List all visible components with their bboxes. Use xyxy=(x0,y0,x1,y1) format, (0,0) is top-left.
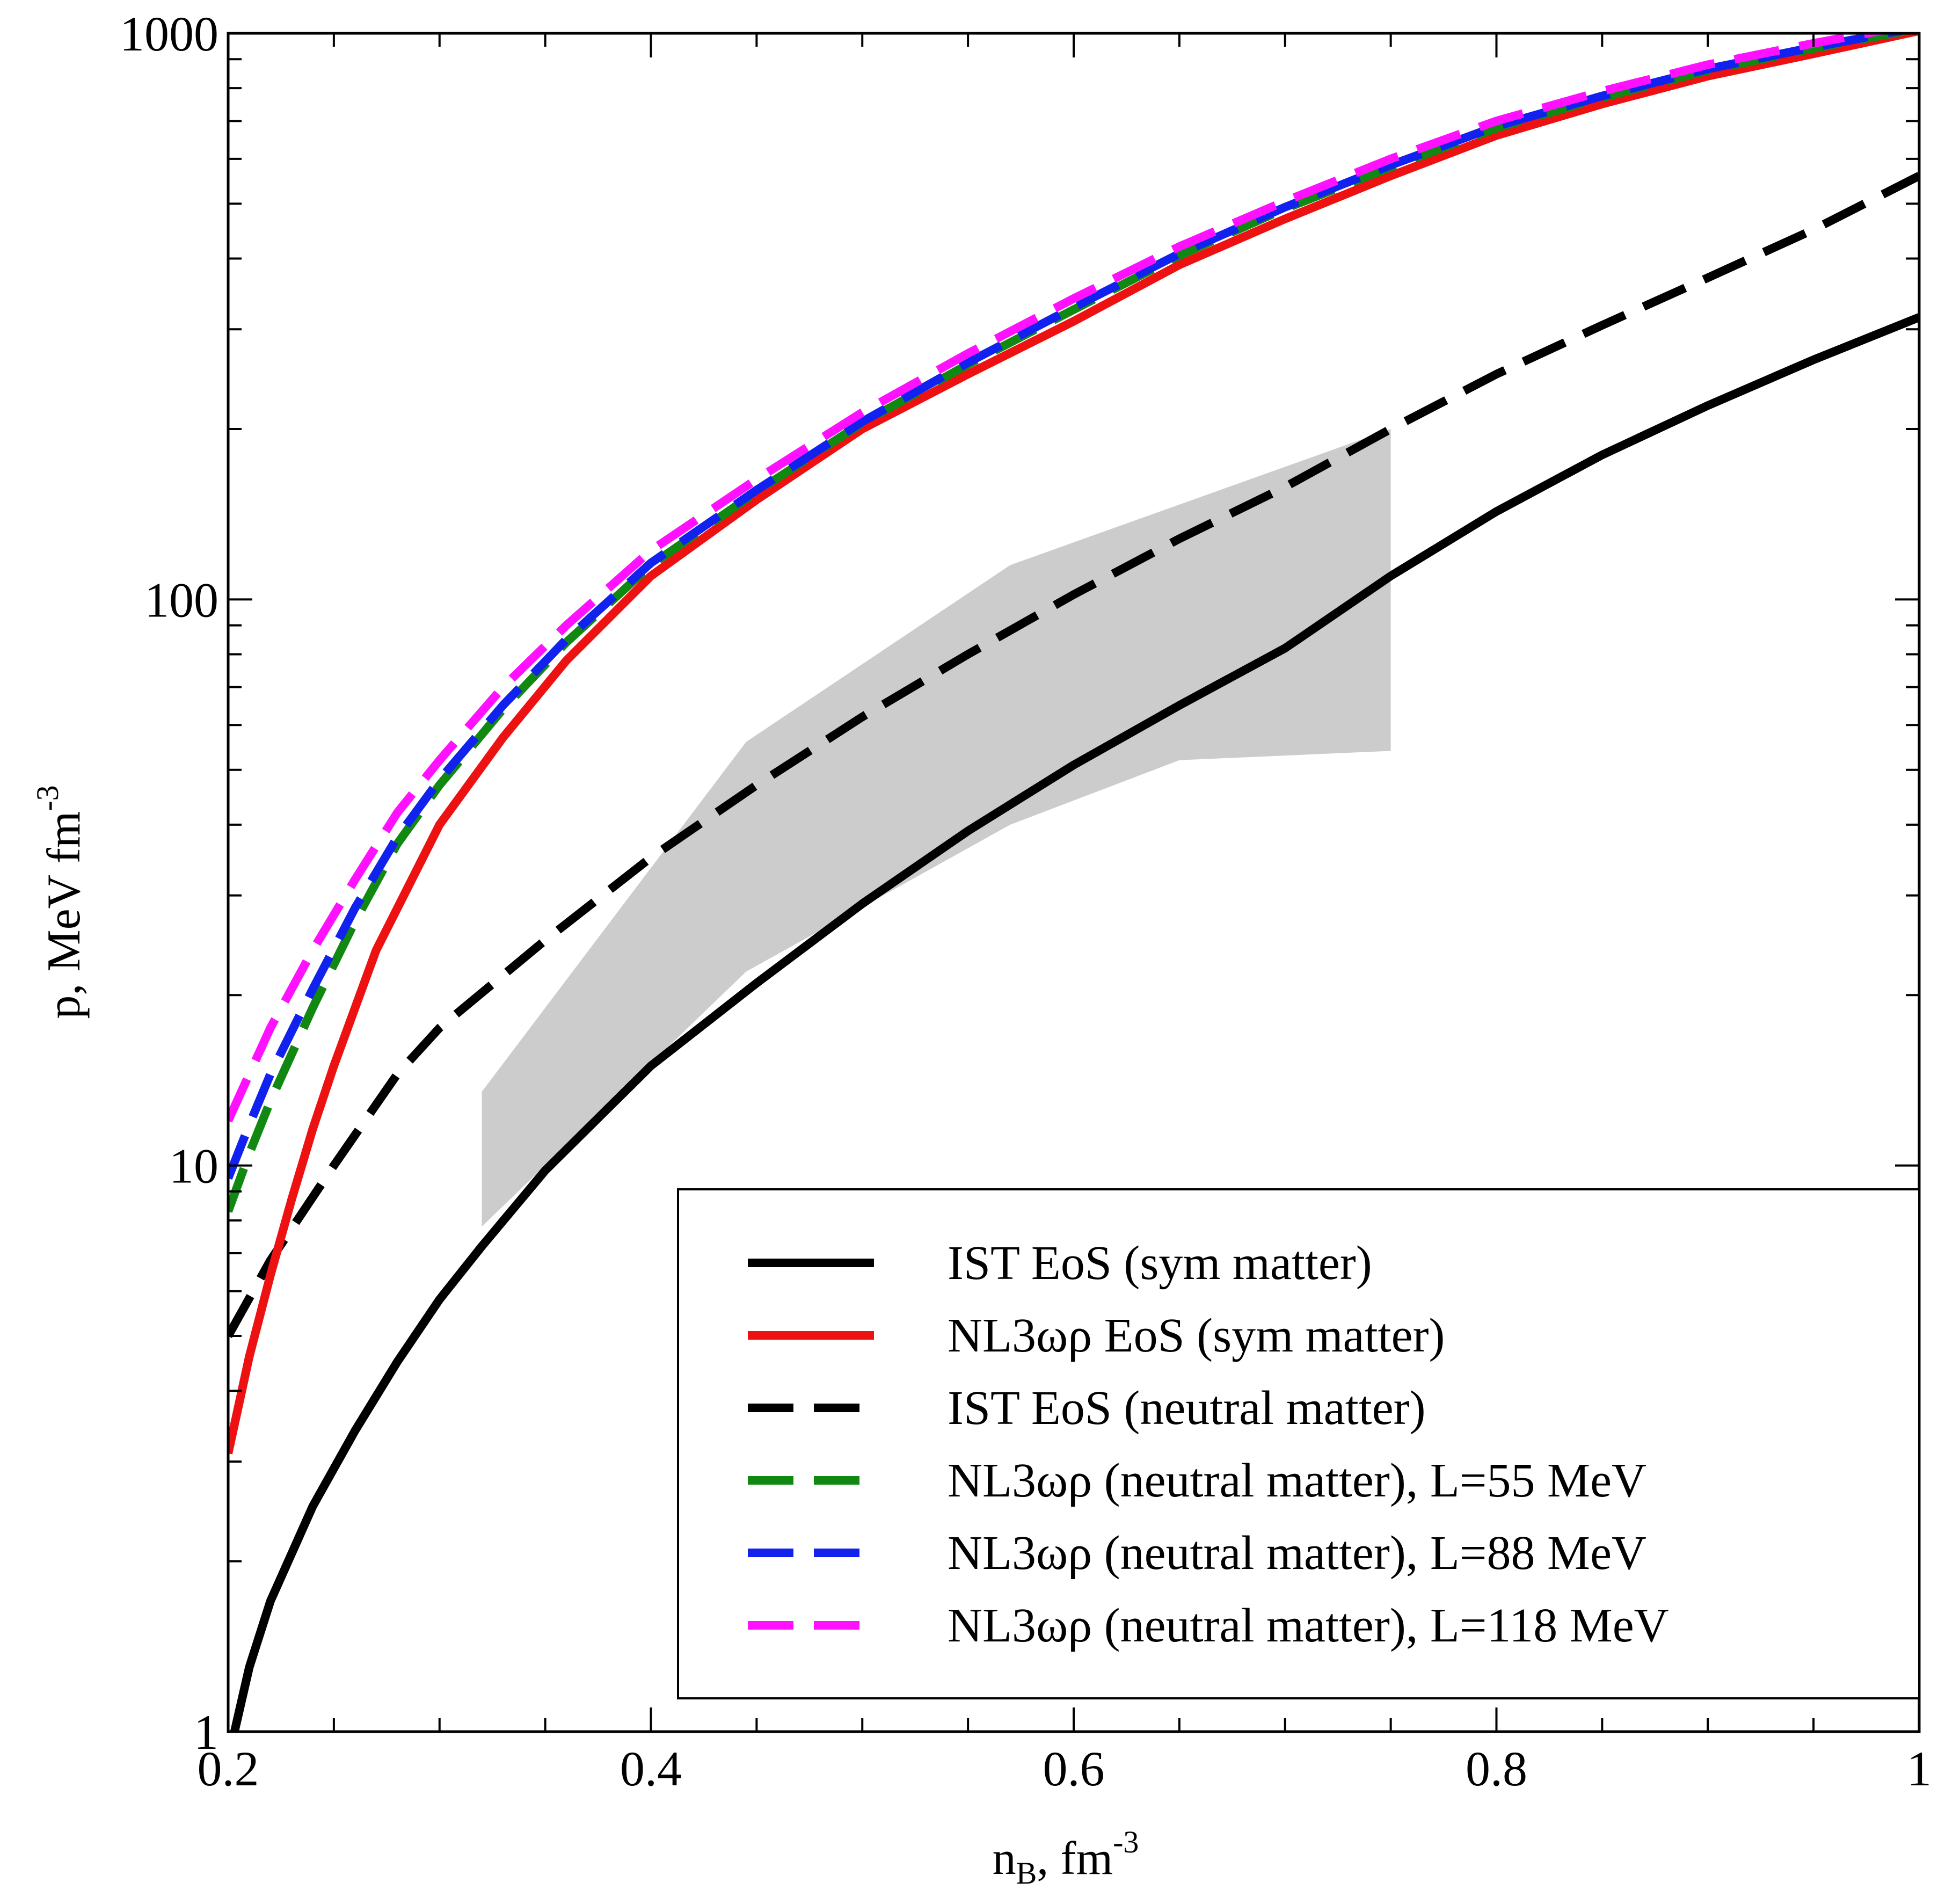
axis-tick-labels: 0.2 0.4 0.6 0.8 1 1 10 100 1000 xyxy=(120,6,1932,1796)
x-tick-label: 1 xyxy=(1907,1741,1932,1796)
axis-ticks xyxy=(227,33,1920,1732)
y-axis-label-sup: -3 xyxy=(30,785,65,811)
legend-label-ist-eos-neutral-matter: IST EoS (neutral matter) xyxy=(948,1382,1426,1435)
x-axis-label-rest: , fm xyxy=(1037,1833,1113,1885)
constraint-band xyxy=(482,428,1391,1227)
band-layer xyxy=(482,428,1391,1227)
x-axis-label-main: n xyxy=(993,1833,1016,1885)
legend-label-nl3-neutral-matter-l-55-mev: NL3ωρ (neutral matter), L=55 MeV xyxy=(948,1454,1646,1507)
legend-label-nl3-eos-sym-matter: NL3ωρ EoS (sym matter) xyxy=(948,1309,1445,1362)
x-axis-label: nB, fm-3 xyxy=(993,1825,1139,1891)
y-tick-label: 1000 xyxy=(120,6,218,61)
series-layer xyxy=(228,33,1919,1732)
series-nl3-neutral-matter-l-88-mev xyxy=(228,33,1911,1180)
legend: IST EoS (sym matter) NL3ωρ EoS (sym matte… xyxy=(677,1188,1920,1699)
x-axis-label-sup: -3 xyxy=(1113,1825,1139,1859)
x-tick-label: 0.2 xyxy=(198,1741,259,1796)
y-axis-label: p, MeV fm-3 xyxy=(30,785,90,1019)
series-ist-eos-sym-matter xyxy=(230,313,1919,1732)
x-tick-label: 0.6 xyxy=(1043,1741,1105,1796)
x-axis-label-sub: B xyxy=(1016,1856,1037,1891)
series-ist-eos-neutral-matter xyxy=(228,172,1919,1339)
series-nl3-eos-sym-matter xyxy=(228,33,1919,1455)
legend-label-nl3-neutral-matter-l-88-mev: NL3ωρ (neutral matter), L=88 MeV xyxy=(948,1527,1646,1580)
series-nl3-neutral-matter-l-55-mev xyxy=(228,33,1917,1213)
x-tick-label: 0.4 xyxy=(620,1741,682,1796)
x-tick-label: 0.8 xyxy=(1466,1741,1527,1796)
series-nl3-neutral-matter-l-118-mev xyxy=(228,33,1891,1123)
legend-label-ist-eos-sym-matter: IST EoS (sym matter) xyxy=(948,1237,1372,1290)
y-tick-label: 100 xyxy=(144,572,218,627)
legend-box xyxy=(677,1188,1920,1699)
legend-label-nl3-neutral-matter-l-118-mev: NL3ωρ (neutral matter), L=118 MeV xyxy=(948,1599,1669,1652)
y-tick-label: 1 xyxy=(194,1705,218,1760)
y-tick-label: 10 xyxy=(169,1139,218,1194)
y-axis-label-main: p, MeV fm xyxy=(38,811,90,1019)
